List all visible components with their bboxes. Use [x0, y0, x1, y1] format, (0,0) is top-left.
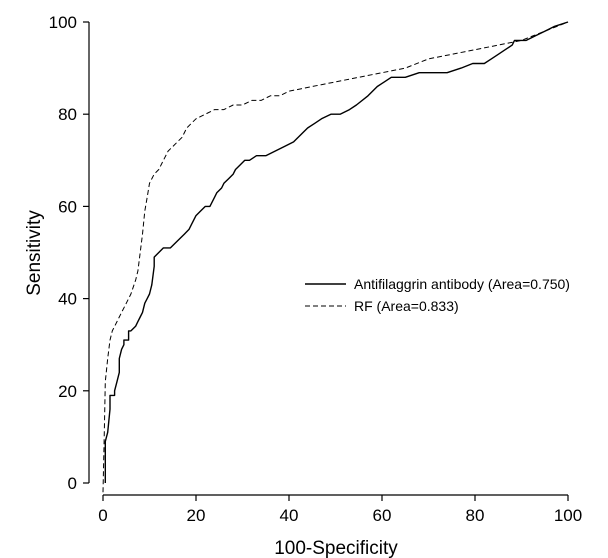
- y-axis-label: Sensitivity: [24, 210, 45, 296]
- legend: Antifilaggrin antibody (Area=0.750) RF (…: [305, 276, 570, 314]
- y-tick-label: 100: [49, 13, 77, 32]
- x-axis-label: 100-Specificity: [274, 538, 398, 558]
- x-tick-label: 80: [466, 506, 485, 525]
- y-tick-label: 40: [58, 290, 77, 309]
- y-tick-label: 0: [68, 474, 77, 493]
- legend-label-antifilaggrin: Antifilaggrin antibody (Area=0.750): [354, 276, 570, 292]
- series-line-antifilaggrin: [104, 21, 569, 483]
- x-tick-label: 0: [98, 506, 107, 525]
- legend-label-rf: RF (Area=0.833): [354, 298, 459, 314]
- x-tick-label: 60: [373, 506, 392, 525]
- y-tick-label: 20: [58, 382, 77, 401]
- x-tick-label: 40: [280, 506, 299, 525]
- x-tick-label: 20: [187, 506, 206, 525]
- series-lines: [102, 21, 569, 493]
- x-tick-label: 100: [554, 506, 582, 525]
- y-tick-label: 60: [58, 197, 77, 216]
- axes: 0 20 40 60 80 100 0 20 40 60 80 100: [49, 13, 583, 525]
- series-line-rf: [102, 21, 569, 493]
- y-tick-label: 80: [58, 105, 77, 124]
